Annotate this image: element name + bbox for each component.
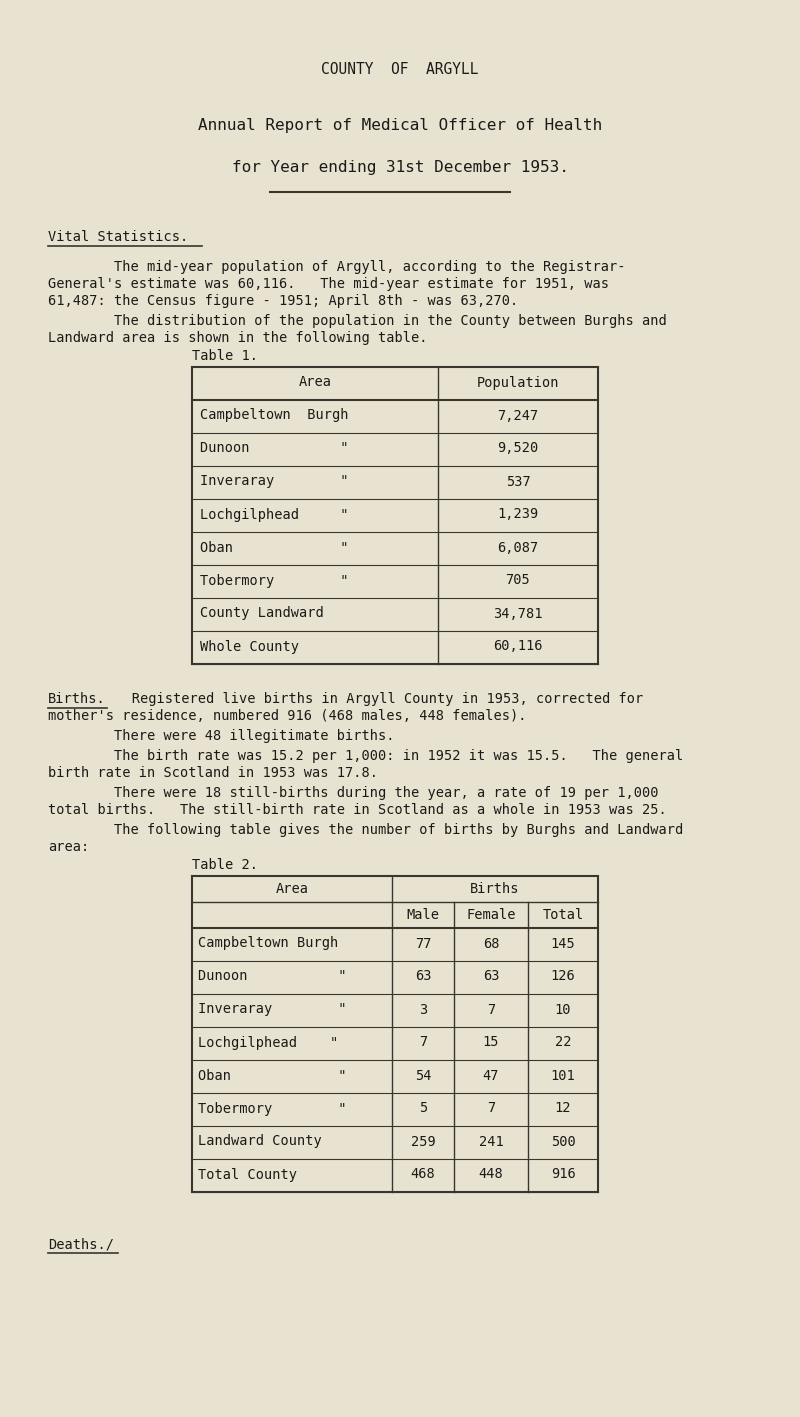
Text: 63: 63 <box>414 969 431 983</box>
Text: 9,520: 9,520 <box>498 442 538 455</box>
Text: Births: Births <box>470 881 520 896</box>
Text: 5: 5 <box>419 1101 427 1115</box>
Text: Area: Area <box>298 376 331 390</box>
Text: 61,487: the Census figure - 1951; April 8th - was 63,270.: 61,487: the Census figure - 1951; April … <box>48 293 518 307</box>
Text: Landward area is shown in the following table.: Landward area is shown in the following … <box>48 332 427 344</box>
Text: There were 18 still-births during the year, a rate of 19 per 1,000: There were 18 still-births during the ye… <box>48 786 658 801</box>
Text: Dunoon           ": Dunoon " <box>198 969 346 983</box>
Text: total births.   The still-birth rate in Scotland as a whole in 1953 was 25.: total births. The still-birth rate in Sc… <box>48 803 666 818</box>
Text: 77: 77 <box>414 937 431 951</box>
Text: General's estimate was 60,116.   The mid-year estimate for 1951, was: General's estimate was 60,116. The mid-y… <box>48 276 609 290</box>
Text: Whole County: Whole County <box>200 639 299 653</box>
Text: birth rate in Scotland in 1953 was 17.8.: birth rate in Scotland in 1953 was 17.8. <box>48 767 378 779</box>
Text: The mid-year population of Argyll, according to the Registrar-: The mid-year population of Argyll, accor… <box>48 259 626 273</box>
Text: Male: Male <box>406 908 439 922</box>
Text: 68: 68 <box>482 937 499 951</box>
Text: Annual Report of Medical Officer of Health: Annual Report of Medical Officer of Heal… <box>198 118 602 133</box>
Text: 22: 22 <box>554 1036 571 1050</box>
Text: Campbeltown  Burgh: Campbeltown Burgh <box>200 408 349 422</box>
Text: Lochgilphead     ": Lochgilphead " <box>200 507 349 521</box>
Text: The distribution of the population in the County between Burghs and: The distribution of the population in th… <box>48 315 666 327</box>
Text: for Year ending 31st December 1953.: for Year ending 31st December 1953. <box>231 160 569 176</box>
Text: 7: 7 <box>487 1002 495 1016</box>
Text: Dunoon           ": Dunoon " <box>200 442 349 455</box>
Text: mother's residence, numbered 916 (468 males, 448 females).: mother's residence, numbered 916 (468 ma… <box>48 708 526 723</box>
Text: Inveraray        ": Inveraray " <box>198 1002 346 1016</box>
Text: Population: Population <box>477 376 559 390</box>
Text: County Landward: County Landward <box>200 606 324 621</box>
Text: Tobermory        ": Tobermory " <box>200 574 349 588</box>
Text: The following table gives the number of births by Burghs and Landward: The following table gives the number of … <box>48 823 683 837</box>
Text: Table 1.: Table 1. <box>192 349 258 363</box>
Text: 63: 63 <box>482 969 499 983</box>
Text: 7: 7 <box>487 1101 495 1115</box>
Text: Registered live births in Argyll County in 1953, corrected for: Registered live births in Argyll County … <box>107 691 643 706</box>
Text: 500: 500 <box>550 1135 575 1149</box>
Text: Table 2.: Table 2. <box>192 859 258 871</box>
Text: Total County: Total County <box>198 1168 297 1182</box>
Text: 54: 54 <box>414 1068 431 1083</box>
Text: Female: Female <box>466 908 516 922</box>
Text: Tobermory        ": Tobermory " <box>198 1101 346 1115</box>
Text: Births.: Births. <box>48 691 106 706</box>
Text: Area: Area <box>275 881 309 896</box>
Text: Inveraray        ": Inveraray " <box>200 475 349 489</box>
Text: 10: 10 <box>554 1002 571 1016</box>
Text: 7,247: 7,247 <box>498 408 538 422</box>
Text: Total: Total <box>542 908 584 922</box>
Text: 12: 12 <box>554 1101 571 1115</box>
Text: 705: 705 <box>506 574 530 588</box>
Text: Lochgilphead    ": Lochgilphead " <box>198 1036 338 1050</box>
Text: Vital Statistics.: Vital Statistics. <box>48 230 188 244</box>
Text: 60,116: 60,116 <box>494 639 542 653</box>
Text: 145: 145 <box>550 937 575 951</box>
Text: Deaths./: Deaths./ <box>48 1237 114 1251</box>
Text: 15: 15 <box>482 1036 499 1050</box>
Text: 916: 916 <box>550 1168 575 1182</box>
Text: Oban             ": Oban " <box>198 1068 346 1083</box>
Text: 241: 241 <box>478 1135 503 1149</box>
Text: The birth rate was 15.2 per 1,000: in 1952 it was 15.5.   The general: The birth rate was 15.2 per 1,000: in 19… <box>48 750 683 762</box>
Text: Landward County: Landward County <box>198 1135 322 1149</box>
Text: 448: 448 <box>478 1168 503 1182</box>
Text: Campbeltown Burgh: Campbeltown Burgh <box>198 937 338 951</box>
Text: 468: 468 <box>410 1168 435 1182</box>
Text: COUNTY  OF  ARGYLL: COUNTY OF ARGYLL <box>322 62 478 77</box>
Text: 1,239: 1,239 <box>498 507 538 521</box>
Text: 537: 537 <box>506 475 530 489</box>
Text: 34,781: 34,781 <box>494 606 542 621</box>
Text: 47: 47 <box>482 1068 499 1083</box>
Text: 259: 259 <box>410 1135 435 1149</box>
Text: 3: 3 <box>419 1002 427 1016</box>
Text: Oban             ": Oban " <box>200 540 349 554</box>
Text: 101: 101 <box>550 1068 575 1083</box>
Text: 6,087: 6,087 <box>498 540 538 554</box>
Text: 126: 126 <box>550 969 575 983</box>
Text: 7: 7 <box>419 1036 427 1050</box>
Text: There were 48 illegitimate births.: There were 48 illegitimate births. <box>48 728 394 743</box>
Text: area:: area: <box>48 840 90 854</box>
